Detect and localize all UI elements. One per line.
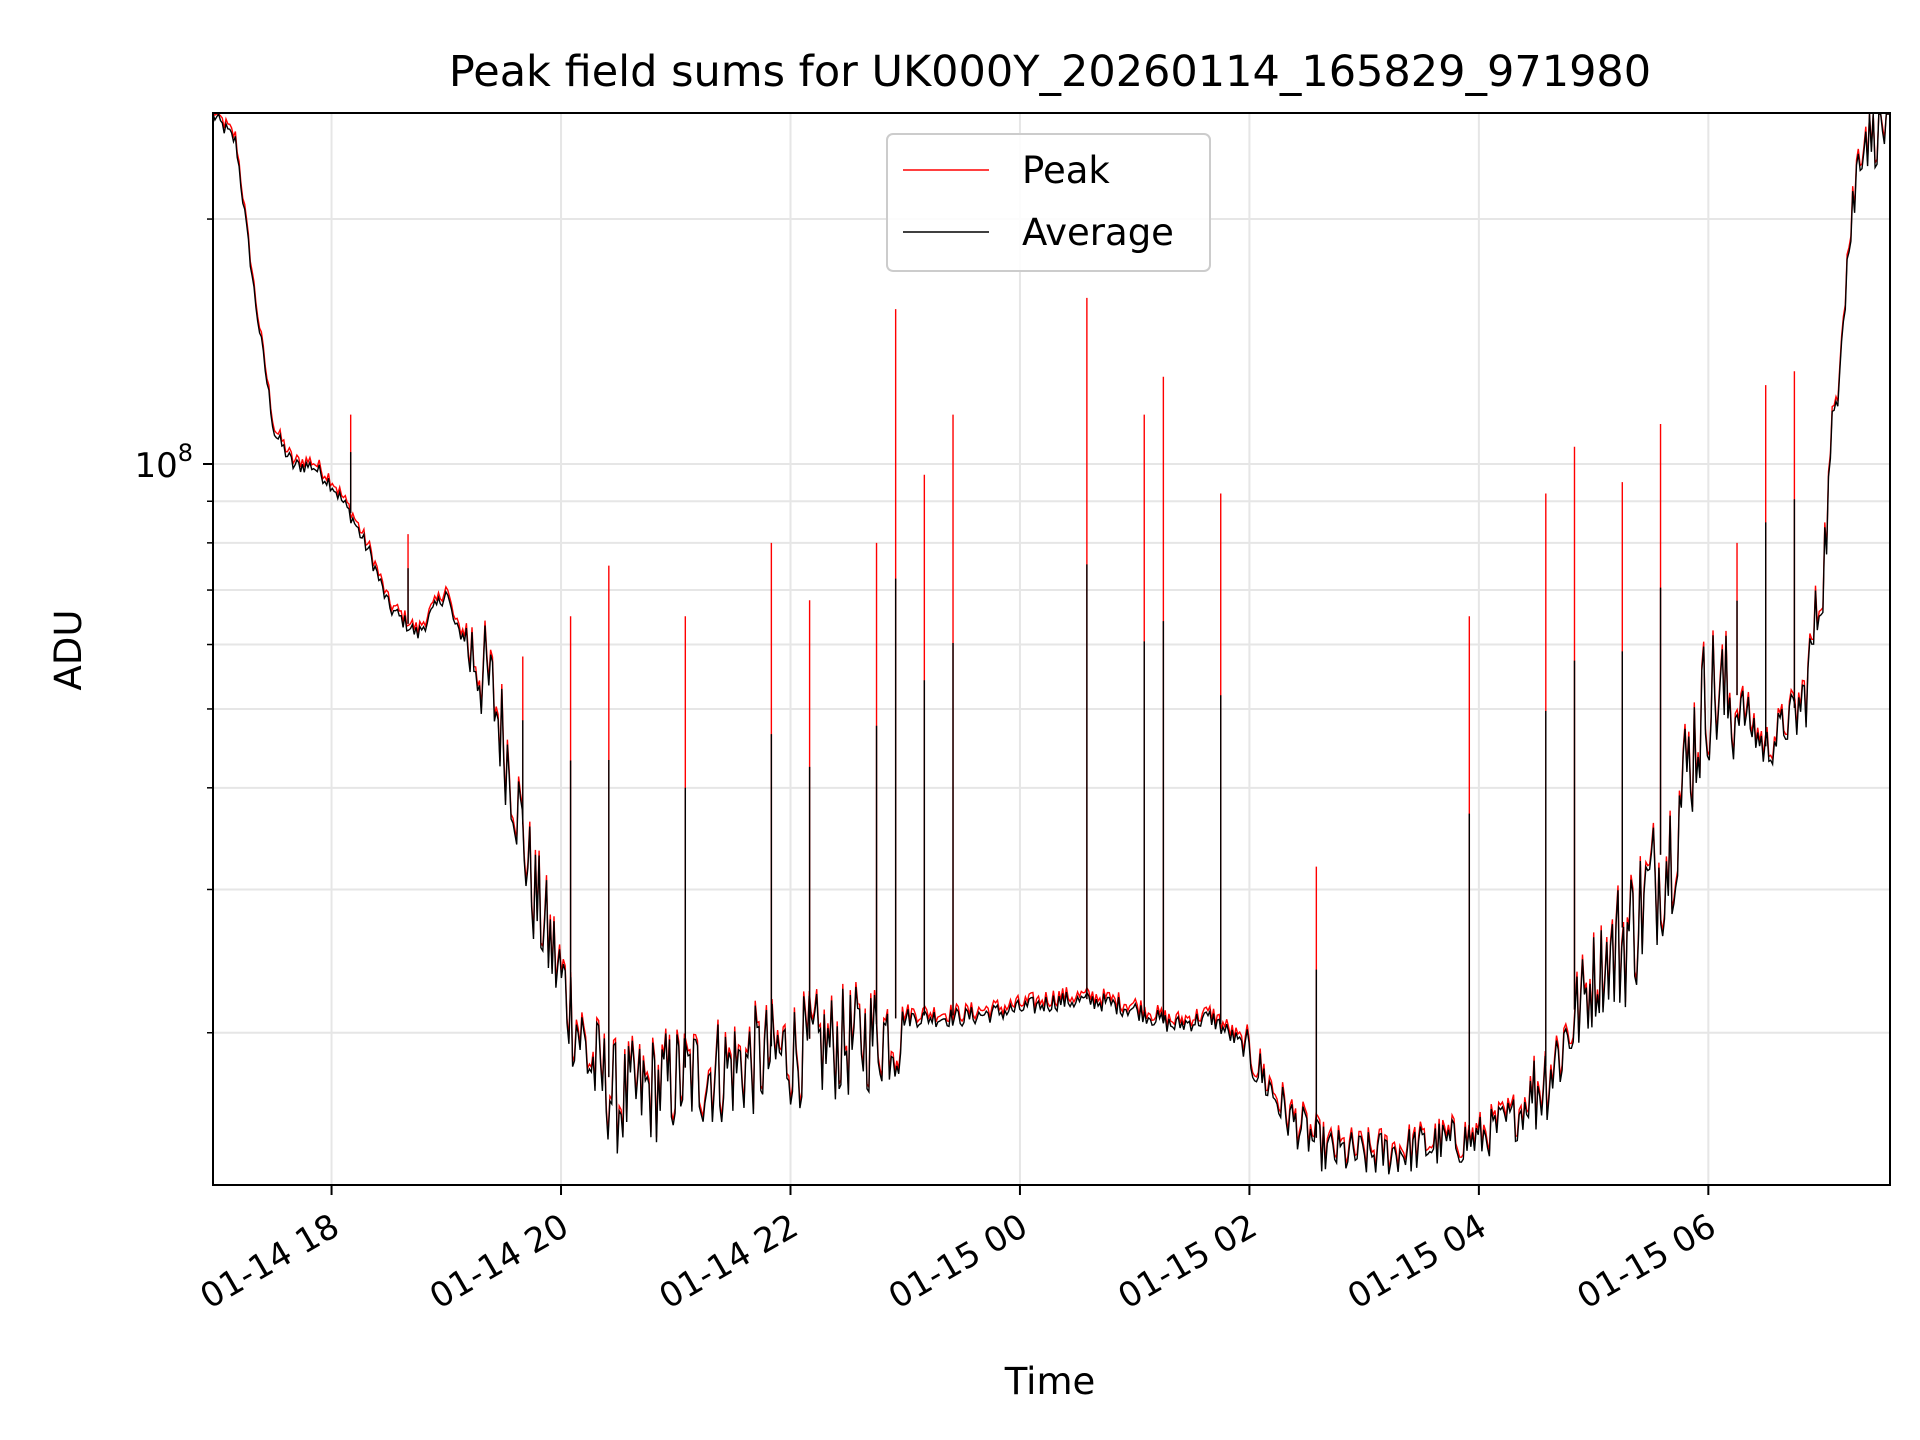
legend: Peak Average (886, 133, 1211, 272)
average-series (212, 112, 1890, 1175)
y-axis-ticks: 108 (134, 218, 213, 1034)
legend-box (886, 133, 1211, 272)
x-axis-label: Time (1004, 1360, 1096, 1403)
legend-peak-label: Peak (1022, 149, 1110, 192)
plot-frame (212, 112, 1891, 1186)
grid (213, 113, 1890, 1185)
y-tick-label: 108 (134, 439, 193, 486)
average-line (212, 112, 1890, 1175)
chart-title: Peak field sums for UK000Y_20260114_1658… (449, 47, 1651, 97)
legend-average-label: Average (1022, 211, 1174, 254)
y-axis-label: ADU (47, 610, 90, 691)
